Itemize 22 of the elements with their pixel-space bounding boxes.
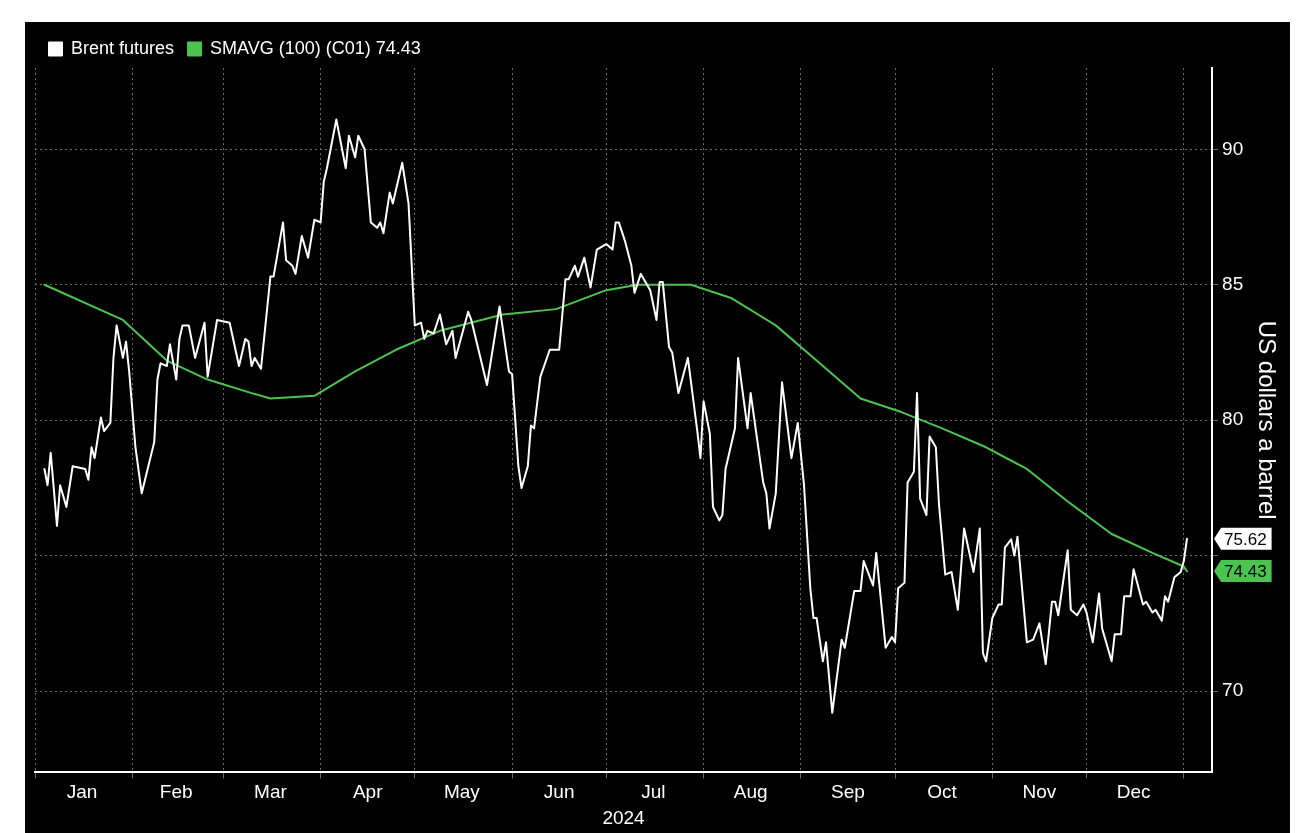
x-tick-label: Jan — [66, 781, 98, 803]
legend-label: Brent futures — [71, 37, 175, 58]
y-tick-label: 85 — [1222, 272, 1244, 294]
x-tick-label: Aug — [733, 781, 768, 803]
x-tick-label: Feb — [159, 781, 193, 803]
y-axis-title: US dollars a barrel — [1253, 320, 1281, 520]
y-tick-label: 70 — [1222, 679, 1244, 701]
x-tick-label: May — [443, 781, 481, 803]
annotation: 75.62 — [1224, 529, 1267, 549]
x-axis-title: 2024 — [602, 806, 646, 828]
x-tick-label: Mar — [254, 781, 288, 803]
x-tick-label: Apr — [352, 781, 384, 803]
x-tick-label: Jun — [543, 781, 575, 803]
legend-label: SMAVG (100) (C01) 74.43 — [210, 37, 421, 58]
x-tick-label: Dec — [1116, 781, 1151, 803]
x-tick-label: Oct — [927, 781, 958, 803]
x-tick-label: Jul — [641, 781, 666, 803]
annotation: 74.43 — [1224, 561, 1267, 581]
y-tick-label: 80 — [1222, 408, 1244, 430]
x-tick-label: Nov — [1022, 781, 1057, 803]
x-tick-label: Sep — [831, 781, 865, 803]
y-tick-label: 90 — [1222, 137, 1244, 159]
